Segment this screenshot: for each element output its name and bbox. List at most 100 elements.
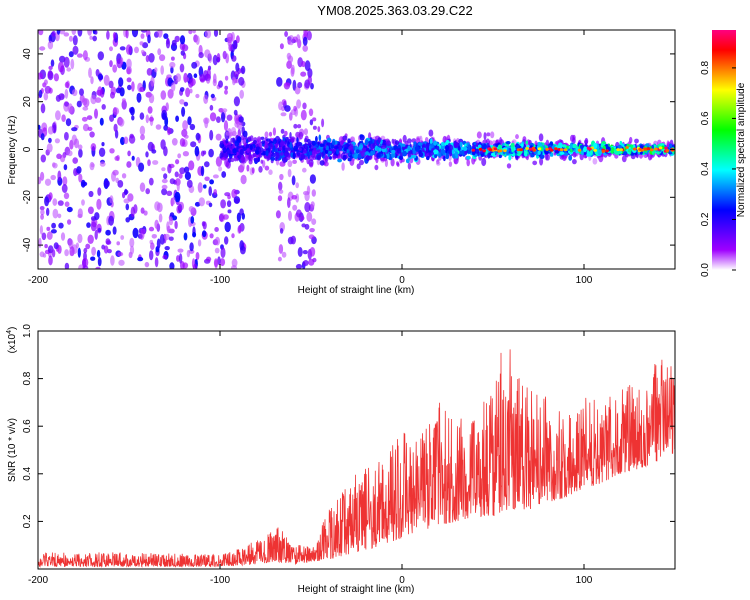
heatmap-cell bbox=[90, 143, 97, 152]
heatmap-cell bbox=[43, 79, 48, 85]
heatmap-cell bbox=[67, 219, 72, 225]
heatmap-cell bbox=[311, 140, 316, 146]
heatmap-cell bbox=[382, 141, 386, 146]
spectrogram-x-tick-label: -100 bbox=[210, 275, 230, 286]
heatmap-cell bbox=[278, 189, 284, 194]
heatmap-cell bbox=[668, 143, 673, 148]
heatmap-cell bbox=[179, 87, 185, 92]
heatmap-cell bbox=[231, 127, 236, 135]
heatmap-cell bbox=[333, 145, 339, 150]
heatmap-cell bbox=[312, 125, 317, 130]
heatmap-cell bbox=[191, 61, 198, 69]
heatmap-cell bbox=[308, 108, 314, 117]
heatmap-cell bbox=[140, 207, 145, 214]
heatmap-cell bbox=[58, 61, 64, 73]
heatmap-cell bbox=[232, 137, 236, 144]
heatmap-cell bbox=[245, 139, 249, 144]
snr-frame bbox=[37, 330, 676, 570]
heatmap-cell bbox=[319, 160, 325, 166]
heatmap-cell bbox=[125, 203, 130, 211]
snr-x-tick-label: 100 bbox=[576, 575, 593, 586]
heatmap-cell bbox=[103, 245, 109, 254]
heatmap-cell bbox=[218, 166, 223, 172]
heatmap-cell bbox=[572, 159, 577, 165]
heatmap-cell bbox=[324, 154, 328, 161]
heatmap-cell bbox=[280, 152, 284, 156]
heatmap-cell bbox=[218, 108, 224, 113]
heatmap-cell bbox=[64, 201, 70, 207]
heatmap-cell bbox=[220, 247, 226, 259]
heatmap-cell bbox=[56, 30, 61, 35]
heatmap-cell bbox=[411, 154, 417, 159]
heatmap-cell bbox=[148, 226, 155, 232]
heatmap-cell bbox=[562, 144, 566, 148]
heatmap-cell bbox=[651, 144, 654, 150]
snr-y-tick-labels: 0.2 0.4 0.6 0.8 1.0 bbox=[22, 324, 33, 529]
heatmap-cell bbox=[629, 136, 633, 144]
heatmap-cell bbox=[236, 35, 240, 44]
heatmap-cell bbox=[140, 33, 145, 39]
heatmap-cell bbox=[67, 150, 73, 157]
heatmap-cell bbox=[169, 262, 175, 269]
heatmap-cell bbox=[225, 138, 229, 144]
heatmap-cell bbox=[407, 138, 412, 144]
heatmap-cell bbox=[474, 148, 480, 154]
heatmap-cell bbox=[127, 84, 132, 91]
heatmap-cell bbox=[568, 155, 573, 161]
heatmap-cell bbox=[328, 150, 332, 155]
heatmap-cell bbox=[220, 157, 226, 161]
heatmap-cell bbox=[121, 100, 127, 110]
heatmap-cell bbox=[245, 144, 250, 149]
snr-y-tick-label: 0.4 bbox=[22, 466, 33, 480]
heatmap-cell bbox=[97, 257, 102, 267]
heatmap-cell bbox=[438, 153, 442, 158]
heatmap-cell bbox=[453, 158, 457, 164]
heatmap-cell bbox=[131, 81, 135, 92]
heatmap-cell bbox=[326, 137, 332, 143]
colorbar-tick-label: 0.6 bbox=[700, 111, 711, 125]
heatmap-cell bbox=[290, 235, 296, 245]
heatmap-cell bbox=[179, 167, 186, 175]
heatmap-cell bbox=[83, 98, 90, 108]
heatmap-cell bbox=[164, 246, 170, 251]
heatmap-cell bbox=[186, 249, 191, 258]
heatmap-cell bbox=[160, 90, 167, 100]
heatmap-cell bbox=[171, 82, 176, 92]
heatmap-cell bbox=[625, 146, 629, 149]
heatmap-cell bbox=[279, 142, 285, 147]
heatmap-cell bbox=[374, 164, 379, 171]
heatmap-cell bbox=[233, 96, 240, 107]
heatmap-cell bbox=[601, 149, 606, 153]
heatmap-cell bbox=[233, 154, 237, 162]
heatmap-cell bbox=[72, 45, 79, 55]
heatmap-cell bbox=[231, 233, 235, 239]
heatmap-cell bbox=[236, 212, 241, 223]
heatmap-cell bbox=[40, 209, 45, 216]
heatmap-cell bbox=[105, 238, 111, 245]
heatmap-cell bbox=[378, 152, 381, 158]
heatmap-cell bbox=[174, 171, 179, 178]
heatmap-cell bbox=[284, 31, 288, 37]
heatmap-cell bbox=[90, 76, 94, 85]
heatmap-cell bbox=[293, 123, 298, 129]
heatmap-cell bbox=[214, 247, 220, 254]
heatmap-cell bbox=[296, 99, 302, 109]
heatmap-cell bbox=[519, 148, 523, 152]
heatmap-cell bbox=[480, 144, 485, 150]
heatmap-cell bbox=[134, 46, 139, 54]
heatmap-cell bbox=[180, 261, 185, 269]
heatmap-cell bbox=[616, 148, 620, 152]
heatmap-cell bbox=[194, 146, 200, 157]
heatmap-cell bbox=[147, 34, 151, 44]
heatmap-cell bbox=[524, 150, 528, 157]
heatmap-cell bbox=[152, 160, 159, 165]
heatmap-cell bbox=[255, 150, 260, 155]
heatmap-cell bbox=[313, 147, 317, 154]
heatmap-cell bbox=[297, 82, 303, 89]
heatmap-cell bbox=[48, 192, 53, 201]
heatmap-cell bbox=[47, 40, 54, 50]
heatmap-cell bbox=[149, 250, 154, 261]
snr-x-tick-label: 0 bbox=[399, 575, 405, 586]
heatmap-cell bbox=[54, 138, 61, 144]
heatmap-cell bbox=[319, 143, 325, 147]
